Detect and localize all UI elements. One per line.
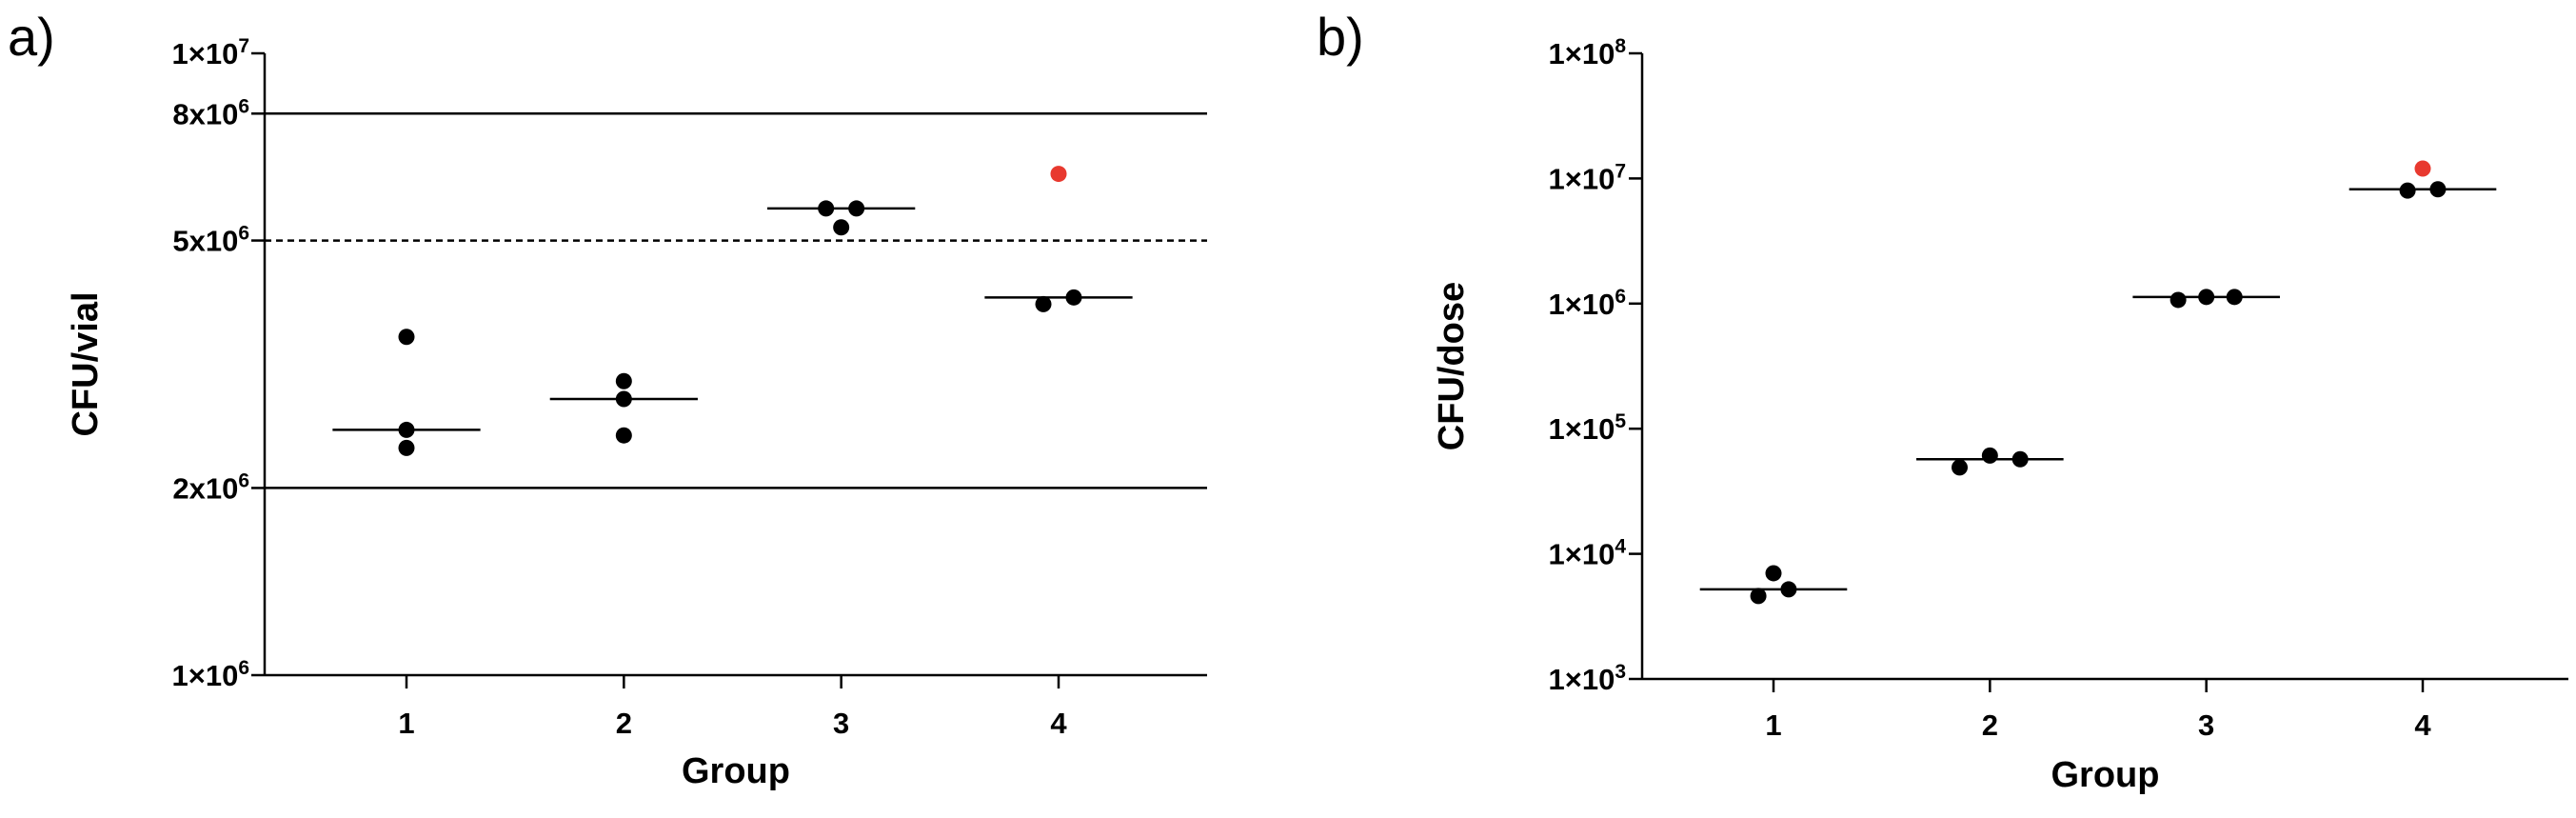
data-point <box>2429 181 2447 198</box>
y-tick-label: 1×103 <box>1548 661 1626 696</box>
y-tick-mantissa: 1×10 <box>1548 412 1615 446</box>
y-tick-label: 1×104 <box>1548 536 1626 571</box>
data-point <box>1952 459 1969 476</box>
y-tick-label: 1×106 <box>171 657 249 692</box>
y-tick-label: 1×107 <box>1548 160 1626 195</box>
data-point <box>615 390 632 408</box>
data-point <box>2011 450 2029 468</box>
y-tick-label: 1×106 <box>1548 286 1626 321</box>
x-tick-label: 1 <box>398 707 414 740</box>
y-tick-mantissa: 1×10 <box>1548 538 1615 571</box>
y-tick-exponent: 6 <box>238 223 249 245</box>
y-tick-exponent: 8 <box>1615 35 1626 57</box>
y-tick-exponent: 6 <box>1615 286 1626 308</box>
y-tick-mantissa: 2x10 <box>172 471 238 505</box>
data-point <box>1780 581 1797 598</box>
outlier-data-point <box>1050 166 1067 183</box>
y-tick-label: 1×107 <box>171 35 249 70</box>
data-point <box>818 200 835 217</box>
y-tick-mantissa: 1×10 <box>1548 162 1615 195</box>
data-point <box>398 421 415 438</box>
data-point <box>1765 565 1782 582</box>
data-point <box>2226 289 2243 306</box>
panel-label: a) <box>8 7 55 67</box>
y-tick-label: 1×108 <box>1548 35 1626 70</box>
y-tick-mantissa: 5x10 <box>172 225 238 258</box>
data-point <box>615 372 632 389</box>
y-tick-exponent: 7 <box>1615 160 1626 182</box>
x-axis-title: Group <box>2051 755 2160 795</box>
y-tick-mantissa: 8x10 <box>172 97 238 130</box>
x-axis-title: Group <box>682 751 790 791</box>
data-point <box>2170 291 2187 309</box>
data-point <box>615 427 632 444</box>
data-point <box>1981 447 1998 464</box>
y-tick-mantissa: 1×10 <box>171 37 238 70</box>
y-tick-exponent: 7 <box>238 35 249 57</box>
y-tick-mantissa: 1×10 <box>171 659 238 692</box>
x-tick-label: 4 <box>2414 708 2431 742</box>
y-tick-mantissa: 1×10 <box>1548 37 1615 70</box>
y-tick-exponent: 6 <box>238 657 249 679</box>
y-tick-exponent: 6 <box>238 469 249 491</box>
y-tick-exponent: 4 <box>1615 536 1626 558</box>
y-tick-mantissa: 1×10 <box>1548 288 1615 321</box>
data-point <box>1065 289 1082 306</box>
data-point <box>1750 588 1767 605</box>
data-point <box>2198 289 2215 306</box>
data-point <box>2399 182 2416 199</box>
y-tick-label: 2x106 <box>172 469 249 505</box>
panel-label: b) <box>1317 7 1364 67</box>
x-tick-label: 2 <box>1982 708 1998 742</box>
x-tick-label: 2 <box>616 707 632 740</box>
y-tick-exponent: 6 <box>238 95 249 117</box>
y-axis-title: CFU/dose <box>1432 282 1472 450</box>
y-tick-exponent: 3 <box>1615 661 1626 683</box>
data-point <box>398 439 415 456</box>
x-tick-label: 1 <box>1765 708 1781 742</box>
data-point <box>848 200 865 217</box>
y-tick-label: 1×105 <box>1548 410 1626 446</box>
x-tick-label: 4 <box>1050 707 1067 740</box>
data-point <box>1035 295 1052 312</box>
outlier-data-point <box>2414 160 2431 177</box>
data-point <box>398 329 415 346</box>
x-tick-label: 3 <box>2198 708 2214 742</box>
y-tick-label: 5x106 <box>172 223 249 258</box>
y-axis-title: CFU/vial <box>66 291 106 436</box>
y-tick-mantissa: 1×10 <box>1548 663 1615 696</box>
data-point <box>833 219 850 236</box>
x-tick-label: 3 <box>833 707 849 740</box>
y-tick-exponent: 5 <box>1615 410 1626 432</box>
y-tick-label: 8x106 <box>172 95 249 130</box>
